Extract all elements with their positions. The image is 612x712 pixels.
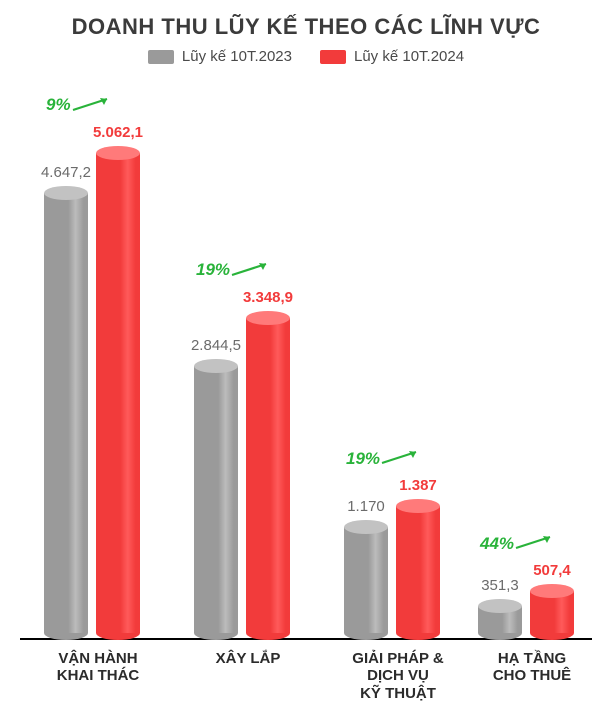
legend-swatch-2023 [148, 50, 174, 64]
value-label-2024: 507,4 [522, 562, 582, 579]
arrow-up-icon [71, 94, 117, 119]
bar-body [44, 193, 88, 634]
x-axis-category-label: GIẢI PHÁP &DỊCH VỤKỸ THUẬT [338, 650, 458, 702]
bar-top-ellipse [96, 146, 140, 160]
growth-percent: 9% [46, 95, 71, 115]
growth-annotation: 9% [46, 94, 166, 119]
bar-series-a [478, 606, 522, 640]
legend-label-2023: Lũy kế 10T.2023 [182, 48, 292, 65]
x-axis-category-label: VẬN HÀNHKHAI THÁC [38, 650, 158, 685]
bar-series-b [530, 591, 574, 640]
bar-body [396, 506, 440, 633]
bar-body [246, 318, 290, 633]
arrow-up-icon [380, 447, 426, 472]
growth-percent: 44% [480, 534, 514, 554]
value-label-2023: 2.844,5 [186, 337, 246, 354]
value-label-2023: 4.647,2 [36, 164, 96, 181]
value-label-2024: 1.387 [388, 477, 448, 494]
bar-series-a [44, 193, 88, 641]
x-axis-category-label: XÂY LẮP [188, 650, 308, 667]
growth-annotation: 44% [480, 532, 600, 557]
growth-annotation: 19% [196, 259, 316, 284]
bar-series-b [246, 318, 290, 640]
growth-percent: 19% [346, 449, 380, 469]
bar-top-ellipse [194, 359, 238, 373]
x-axis-category-label: HẠ TẦNGCHO THUÊ [472, 650, 592, 685]
legend-item-2024: Lũy kế 10T.2024 [320, 48, 464, 65]
bar-series-b [96, 153, 140, 640]
bar-body [194, 366, 238, 633]
bar-body [344, 527, 388, 633]
chart-title: DOANH THU LŨY KẾ THEO CÁC LĨNH VỰC [0, 0, 612, 40]
value-label-2023: 1.170 [336, 498, 396, 515]
bar-series-b [396, 506, 440, 640]
arrow-up-icon [230, 259, 276, 284]
growth-percent: 19% [196, 260, 230, 280]
bar-top-ellipse [44, 186, 88, 200]
legend: Lũy kế 10T.2023 Lũy kế 10T.2024 [0, 48, 612, 65]
bar-series-a [344, 527, 388, 640]
legend-item-2023: Lũy kế 10T.2023 [148, 48, 292, 65]
legend-label-2024: Lũy kế 10T.2024 [354, 48, 464, 65]
value-label-2024: 3.348,9 [238, 289, 298, 306]
growth-annotation: 19% [346, 447, 466, 472]
arrow-up-icon [514, 532, 560, 557]
value-label-2024: 5.062,1 [88, 124, 148, 141]
value-label-2023: 351,3 [470, 577, 530, 594]
bar-body [96, 153, 140, 633]
chart-plot-area: 4.647,2 5.062,1 9% 2.844,5 3.348,9 19% 1.170 1.… [20, 80, 592, 640]
bar-top-ellipse [246, 311, 290, 325]
legend-swatch-2024 [320, 50, 346, 64]
bar-series-a [194, 366, 238, 640]
x-axis-labels: VẬN HÀNHKHAI THÁC XÂY LẮP GIẢI PHÁP &DỊCH … [20, 644, 592, 702]
